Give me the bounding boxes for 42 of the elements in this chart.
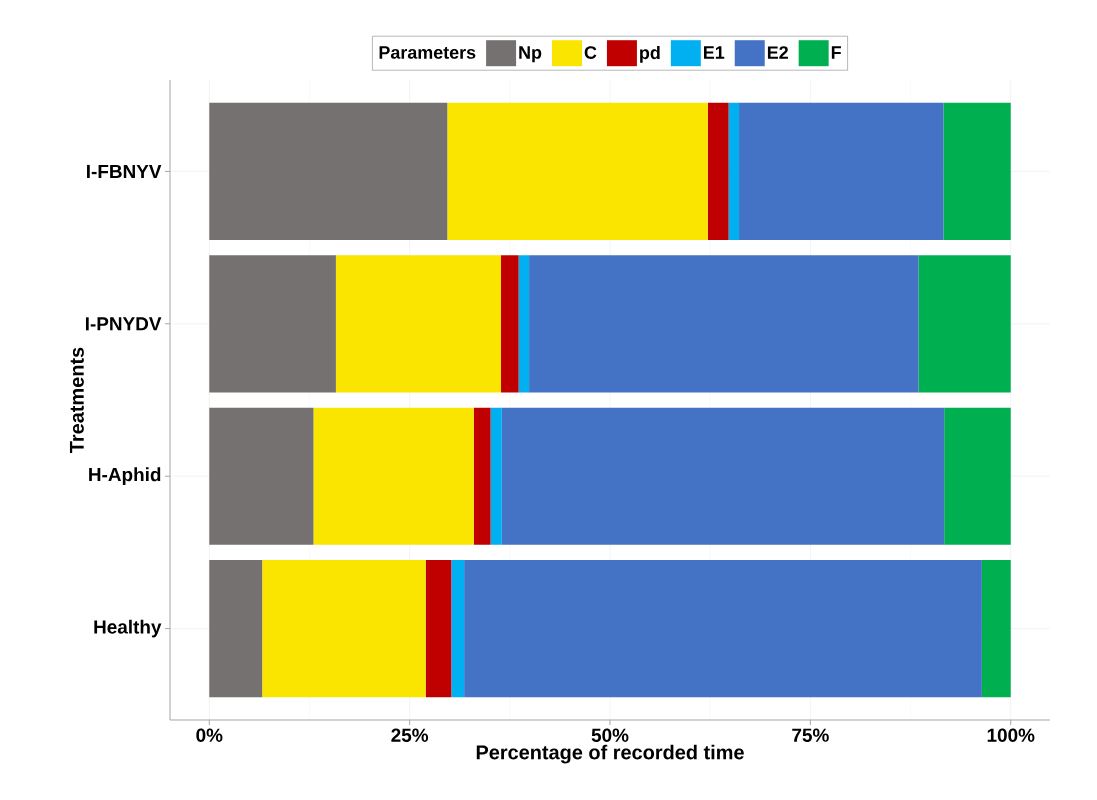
bar xyxy=(209,102,448,241)
bar xyxy=(518,255,530,393)
legend-label: C xyxy=(584,46,597,59)
bar xyxy=(728,102,740,241)
x-axis-title: Percentage of recorded time xyxy=(476,744,744,764)
x-tick-label: 75% xyxy=(792,728,829,742)
y-tick-label: H-Aphid xyxy=(89,467,161,486)
bar xyxy=(313,407,474,545)
y-tick-label: Healthy xyxy=(94,619,162,638)
bar xyxy=(209,560,263,698)
bar xyxy=(981,560,1011,698)
legend-label: F xyxy=(831,46,841,59)
bar xyxy=(943,102,1011,241)
bar xyxy=(464,560,982,698)
bar xyxy=(425,560,452,698)
bar xyxy=(447,102,708,241)
bar xyxy=(490,407,502,545)
bar xyxy=(739,102,944,241)
y-tick-label: I-PNYDV xyxy=(85,317,162,331)
legend-label: E2 xyxy=(767,46,788,59)
bar xyxy=(209,255,336,393)
x-tick-label: 0% xyxy=(196,728,223,742)
bar xyxy=(529,255,919,393)
x-tick-label: 25% xyxy=(391,728,429,742)
bar xyxy=(209,407,314,545)
legend-label: pd xyxy=(640,45,660,63)
bar xyxy=(918,255,1011,393)
x-tick-label: 100% xyxy=(987,728,1035,742)
legend-label: E1 xyxy=(704,46,725,59)
bar xyxy=(501,255,519,393)
x-tick-label: 50% xyxy=(591,728,629,742)
legend-label: Np xyxy=(519,46,542,63)
bar xyxy=(707,102,729,241)
bar xyxy=(335,255,501,393)
bar xyxy=(262,560,426,698)
bar xyxy=(451,560,465,698)
bar xyxy=(501,407,945,545)
bar xyxy=(473,407,491,545)
bar xyxy=(944,407,1011,545)
legend-title: Parameters xyxy=(379,46,476,59)
y-tick-label: I-FBNYV xyxy=(87,164,162,178)
y-axis-title: Treatments xyxy=(69,347,84,453)
